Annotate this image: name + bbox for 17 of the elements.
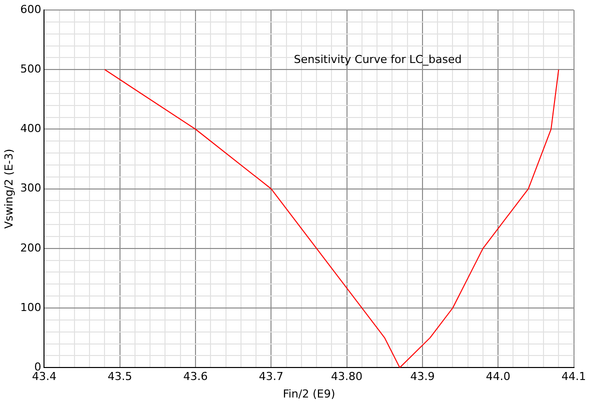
y-tick-label: 300 <box>20 182 42 195</box>
x-tick-label: 43.7 <box>258 370 284 384</box>
x-tick-label: 44.1 <box>562 370 586 384</box>
x-tick-label: 43.9 <box>410 370 435 384</box>
y-tick-label: 400 <box>20 122 42 136</box>
x-tick-label: 43.6 <box>183 370 208 384</box>
x-tick-label: 43.80 <box>331 370 363 384</box>
x-axis-title: Fin/2 (E9) <box>282 387 336 400</box>
x-tick-label: 43.4 <box>32 370 56 384</box>
y-tick-label: 200 <box>20 241 42 254</box>
y-tick-label: 600 <box>20 2 42 16</box>
y-tick-label: 500 <box>20 62 42 76</box>
text: Sensitivity Curve for LC_based <box>294 52 462 66</box>
y-tick-label: 100 <box>20 300 42 314</box>
x-tick-label: 43.5 <box>108 370 132 384</box>
x-tick-label: 44.0 <box>486 370 510 384</box>
y-axis-title: Vswing/2 (E-3) <box>2 148 16 229</box>
